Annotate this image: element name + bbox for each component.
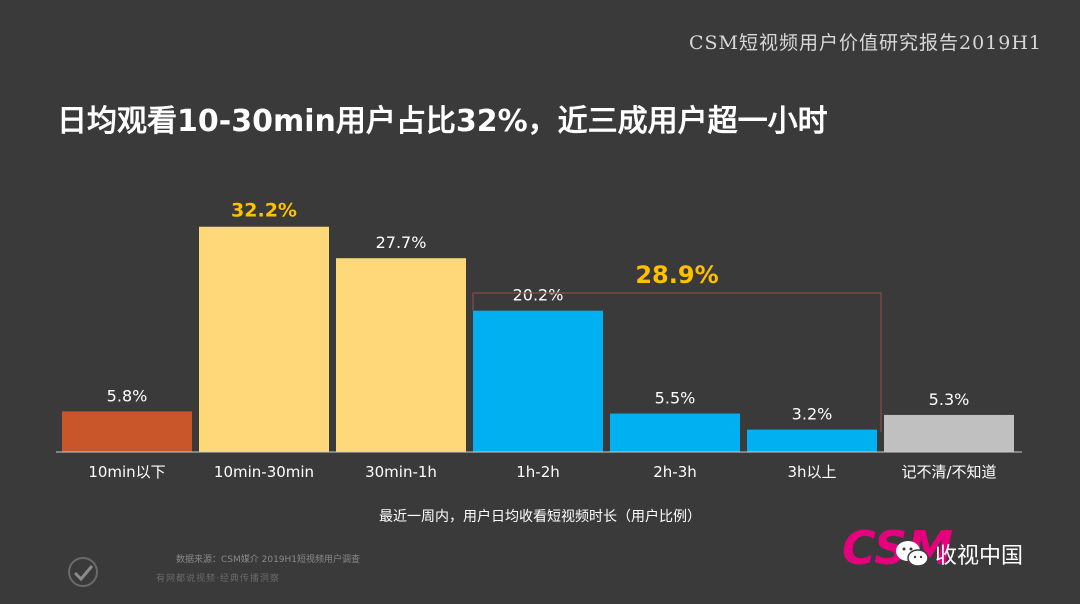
page-headline: 日均观看10-30min用户占比32%，近三成用户超一小时 [57,104,828,139]
value-label-3: 27.7% [376,233,427,252]
report-title: CSM短视频用户价值研究报告2019H1 [688,32,1042,54]
data-source: 数据来源：CSM媒介 2019H1短视频用户调查 [176,555,361,565]
wechat-account: 收视中国 [895,538,1023,570]
value-label-7: 5.3% [929,390,970,409]
bar-4 [473,310,603,452]
category-label-3: 30min-1h [365,463,437,481]
bar-6 [747,429,877,452]
group-total-label: 28.9% [635,261,718,289]
wechat-account-name: 收视中国 [935,544,1024,569]
bar-3 [336,258,466,452]
bar-7 [884,414,1014,452]
category-label-2: 10min-30min [214,463,314,481]
value-label-4: 20.2% [513,286,564,305]
category-labels-layer: 10min以下 10min-30min 30min-1h 1h-2h 2h-3h 3h以上… [88,463,996,481]
bracket-layer: 28.9% [472,261,882,432]
bar-2 [199,226,329,452]
value-labels-layer: 5.8% 32.2% 27.7% 20.2% 5.5% 3.2% 5.3% [107,200,970,424]
category-label-4: 1h-2h [516,463,560,481]
category-label-1: 10min以下 [88,463,165,481]
bar-5 [610,413,740,452]
bar-1 [62,411,192,452]
value-label-6: 3.2% [792,405,833,424]
wechat-icon [896,541,929,567]
category-label-7: 记不清/不知道 [901,463,996,481]
value-label-2: 32.2% [231,200,297,222]
sub-source: 有网都说视频·经典传播洞察 [156,574,280,584]
bars-layer [62,226,1014,452]
value-label-1: 5.8% [107,386,148,405]
certification-seal-icon [68,557,98,587]
category-label-5: 2h-3h [653,463,697,481]
category-label-6: 3h以上 [787,463,836,481]
x-axis-caption: 最近一周内，用户日均收看短视频时长（用户比例） [379,509,701,525]
group-bracket-line [472,292,882,432]
value-label-5: 5.5% [655,389,696,408]
